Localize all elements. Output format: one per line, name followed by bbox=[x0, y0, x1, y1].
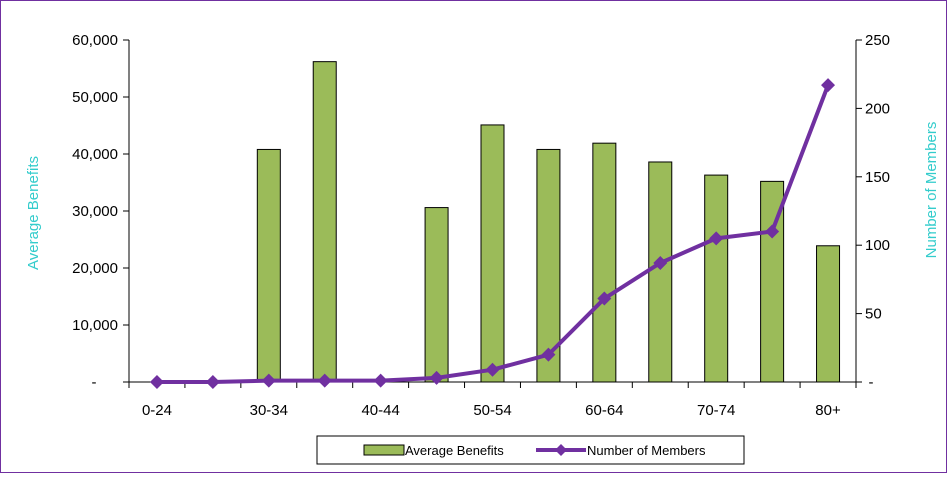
point-35-39 bbox=[317, 373, 332, 388]
bar-70-74 bbox=[704, 174, 729, 383]
point-25-29 bbox=[205, 375, 220, 389]
point-70-74 bbox=[709, 231, 724, 246]
x-tick-label: 0-24 bbox=[142, 402, 172, 419]
bar-65-69 bbox=[648, 161, 673, 383]
point-80+ bbox=[821, 78, 836, 93]
point-40-44 bbox=[373, 373, 388, 388]
y2-axis-title: Number of Members bbox=[923, 122, 940, 259]
y2-tick-label: 200 bbox=[865, 100, 890, 117]
legend-label-number-of-members: Number of Members bbox=[587, 443, 706, 458]
point-30-34 bbox=[261, 373, 276, 388]
line-layer bbox=[149, 78, 836, 389]
bar-30-34 bbox=[256, 148, 281, 383]
x-tick-label: 80+ bbox=[815, 402, 841, 419]
y-tick-label: - bbox=[92, 374, 97, 391]
y-tick-label: 10,000 bbox=[72, 317, 118, 334]
y-tick-label: 20,000 bbox=[72, 260, 118, 277]
y2-tick-label: 150 bbox=[865, 169, 890, 186]
point-65-69 bbox=[653, 255, 668, 270]
ticks-layer: - 10,000 20,000 30,000 40,000 50,000 60,000 - 50… bbox=[72, 32, 890, 419]
bar-35-39 bbox=[312, 61, 337, 383]
y-axis-title: Average Benefits bbox=[25, 156, 42, 270]
legend-swatch-average-benefits bbox=[363, 444, 405, 456]
y2-tick-label: - bbox=[869, 374, 874, 391]
x-tick-label: 70-74 bbox=[697, 402, 735, 419]
point-60-64 bbox=[597, 291, 612, 306]
bar-60-64 bbox=[592, 142, 617, 383]
bar-80+ bbox=[816, 245, 841, 383]
legend: Average Benefits Number of Members bbox=[316, 435, 745, 465]
y-tick-label: 40,000 bbox=[72, 146, 118, 163]
point-45-49 bbox=[429, 370, 444, 385]
bars-layer bbox=[256, 61, 841, 383]
legend-label-average-benefits: Average Benefits bbox=[405, 443, 504, 458]
bar-50-54 bbox=[480, 124, 505, 383]
point-50-54 bbox=[485, 362, 500, 377]
y-tick-label: 60,000 bbox=[72, 32, 118, 49]
x-tick-label: 60-64 bbox=[585, 402, 623, 419]
y2-tick-label: 100 bbox=[865, 237, 890, 254]
legend-marker-number-of-members bbox=[555, 444, 567, 456]
y2-tick-label: 50 bbox=[865, 306, 882, 323]
point-75-79 bbox=[765, 224, 780, 239]
y2-tick-label: 250 bbox=[865, 32, 890, 49]
x-tick-label: 40-44 bbox=[361, 402, 399, 419]
y-tick-label: 50,000 bbox=[72, 89, 118, 106]
bar-45-49 bbox=[424, 207, 449, 383]
point-0-24 bbox=[149, 375, 164, 389]
x-tick-label: 30-34 bbox=[250, 402, 288, 419]
point-55-59 bbox=[541, 347, 556, 362]
y-tick-label: 30,000 bbox=[72, 203, 118, 220]
x-tick-label: 50-54 bbox=[473, 402, 511, 419]
